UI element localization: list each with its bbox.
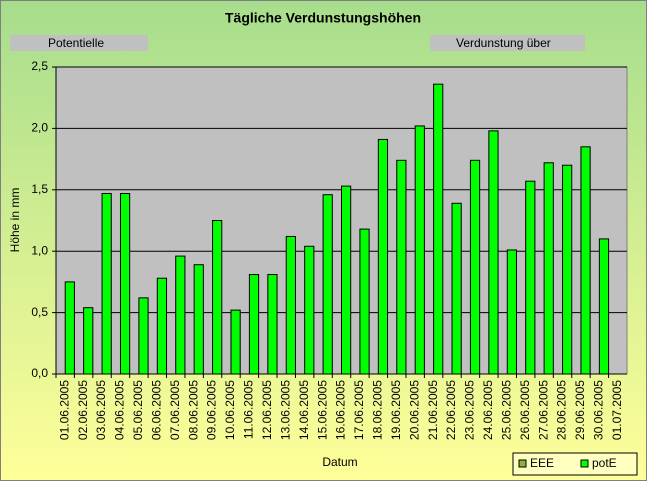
legend — [512, 452, 638, 476]
x-tick-label: 02.06.2005 — [76, 380, 90, 440]
y-tick-label: 2,0 — [31, 121, 48, 135]
x-tick-label: 15.06.2005 — [315, 380, 329, 440]
x-tick-label: 08.06.2005 — [186, 380, 200, 440]
bar — [322, 194, 333, 375]
bar — [506, 249, 517, 375]
x-tick-label: 14.06.2005 — [297, 380, 311, 440]
chart-title: Tägliche Verdunstungshöhen — [225, 10, 421, 26]
x-tick-label: 23.06.2005 — [463, 380, 477, 440]
bar — [119, 192, 131, 375]
bar — [267, 274, 278, 375]
bar — [598, 238, 610, 375]
x-tick-label: 16.06.2005 — [334, 380, 348, 440]
bar — [377, 138, 389, 375]
x-tick-label: 24.06.2005 — [481, 380, 495, 440]
bar — [64, 281, 75, 375]
annotation: Potentielle — [48, 36, 104, 50]
x-tick-label: 05.06.2005 — [131, 380, 145, 440]
x-tick-label: 26.06.2005 — [518, 380, 532, 440]
x-tick-label: 25.06.2005 — [499, 380, 513, 440]
bar — [248, 274, 260, 375]
bar — [359, 228, 370, 375]
x-tick-label: 30.06.2005 — [592, 380, 606, 440]
x-tick-label: 07.06.2005 — [168, 380, 182, 440]
x-tick-label: 22.06.2005 — [444, 380, 458, 440]
bar — [304, 245, 315, 375]
annotation-box — [10, 35, 148, 51]
bar — [101, 192, 112, 375]
bar — [543, 162, 554, 375]
legend-label: potE — [592, 456, 617, 470]
x-tick-label: 19.06.2005 — [389, 380, 403, 440]
x-tick-label: 06.06.2005 — [149, 380, 163, 440]
bar — [193, 264, 204, 375]
x-tick-label: 04.06.2005 — [113, 380, 127, 440]
bar — [525, 180, 536, 375]
bar — [580, 146, 591, 375]
bar — [175, 255, 186, 375]
bar — [230, 309, 241, 375]
y-tick-label: 1,5 — [31, 182, 48, 196]
x-axis-title: Datum — [322, 455, 357, 469]
legend-swatch — [518, 459, 527, 468]
x-tick-label: 01.07.2005 — [610, 380, 624, 440]
x-tick-label: 12.06.2005 — [260, 380, 274, 440]
bar — [469, 159, 481, 375]
x-tick-label: 29.06.2005 — [573, 380, 587, 440]
bar — [451, 202, 462, 375]
bar — [285, 235, 296, 375]
x-tick-label: 17.06.2005 — [352, 380, 366, 440]
bar — [396, 159, 407, 375]
y-tick-label: 0,0 — [31, 366, 48, 380]
legend-label: EEE — [530, 456, 554, 470]
bar — [138, 297, 149, 375]
bar — [83, 307, 94, 375]
x-tick-label: 11.06.2005 — [242, 380, 256, 439]
annotation: Verdunstung über — [456, 36, 551, 50]
x-tick-label: 18.06.2005 — [371, 380, 385, 440]
x-tick-label: 20.06.2005 — [407, 380, 421, 440]
x-tick-label: 13.06.2005 — [278, 380, 292, 440]
legend-swatch — [580, 459, 589, 468]
bar — [488, 130, 499, 375]
y-axis-title: Höhe in mm — [8, 188, 22, 253]
y-tick-label: 0,5 — [31, 305, 48, 319]
x-tick-label: 21.06.2005 — [426, 380, 440, 440]
bar — [156, 277, 168, 375]
x-tick-label: 10.06.2005 — [223, 380, 237, 440]
bar — [212, 220, 223, 375]
x-tick-label: 28.06.2005 — [555, 380, 569, 440]
x-tick-label: 27.06.2005 — [536, 380, 550, 440]
bar — [562, 164, 573, 375]
bar — [433, 83, 444, 375]
bar — [414, 125, 425, 375]
annotation-box — [430, 35, 585, 51]
x-tick-label: 09.06.2005 — [205, 380, 219, 440]
x-tick-label: 01.06.2005 — [57, 380, 71, 440]
y-tick-label: 2,5 — [31, 59, 48, 73]
x-tick-label: 03.06.2005 — [94, 380, 108, 440]
bar — [341, 185, 352, 375]
y-tick-label: 1,0 — [31, 243, 48, 257]
